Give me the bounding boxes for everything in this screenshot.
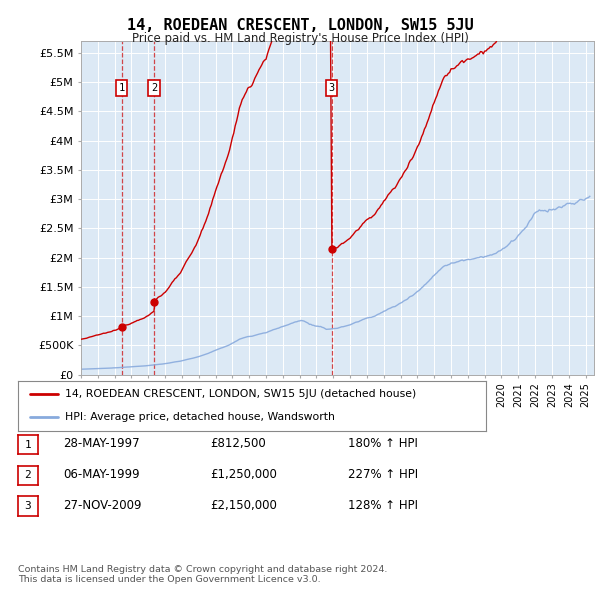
Text: 1: 1 bbox=[118, 83, 125, 93]
Text: Contains HM Land Registry data © Crown copyright and database right 2024.
This d: Contains HM Land Registry data © Crown c… bbox=[18, 565, 388, 584]
Text: 1: 1 bbox=[25, 440, 31, 450]
Text: HPI: Average price, detached house, Wandsworth: HPI: Average price, detached house, Wand… bbox=[65, 412, 335, 422]
Text: 3: 3 bbox=[328, 83, 335, 93]
Text: 28-MAY-1997: 28-MAY-1997 bbox=[63, 437, 140, 450]
Text: £2,150,000: £2,150,000 bbox=[210, 499, 277, 512]
Text: 27-NOV-2009: 27-NOV-2009 bbox=[63, 499, 142, 512]
Text: 227% ↑ HPI: 227% ↑ HPI bbox=[348, 468, 418, 481]
Text: 06-MAY-1999: 06-MAY-1999 bbox=[63, 468, 140, 481]
Text: Price paid vs. HM Land Registry's House Price Index (HPI): Price paid vs. HM Land Registry's House … bbox=[131, 32, 469, 45]
Text: 14, ROEDEAN CRESCENT, LONDON, SW15 5JU: 14, ROEDEAN CRESCENT, LONDON, SW15 5JU bbox=[127, 18, 473, 32]
Text: 180% ↑ HPI: 180% ↑ HPI bbox=[348, 437, 418, 450]
Text: 2: 2 bbox=[151, 83, 157, 93]
Text: £812,500: £812,500 bbox=[210, 437, 266, 450]
Text: 14, ROEDEAN CRESCENT, LONDON, SW15 5JU (detached house): 14, ROEDEAN CRESCENT, LONDON, SW15 5JU (… bbox=[65, 389, 416, 399]
Text: £1,250,000: £1,250,000 bbox=[210, 468, 277, 481]
Text: 3: 3 bbox=[25, 501, 31, 511]
Text: 128% ↑ HPI: 128% ↑ HPI bbox=[348, 499, 418, 512]
Text: 2: 2 bbox=[25, 470, 31, 480]
